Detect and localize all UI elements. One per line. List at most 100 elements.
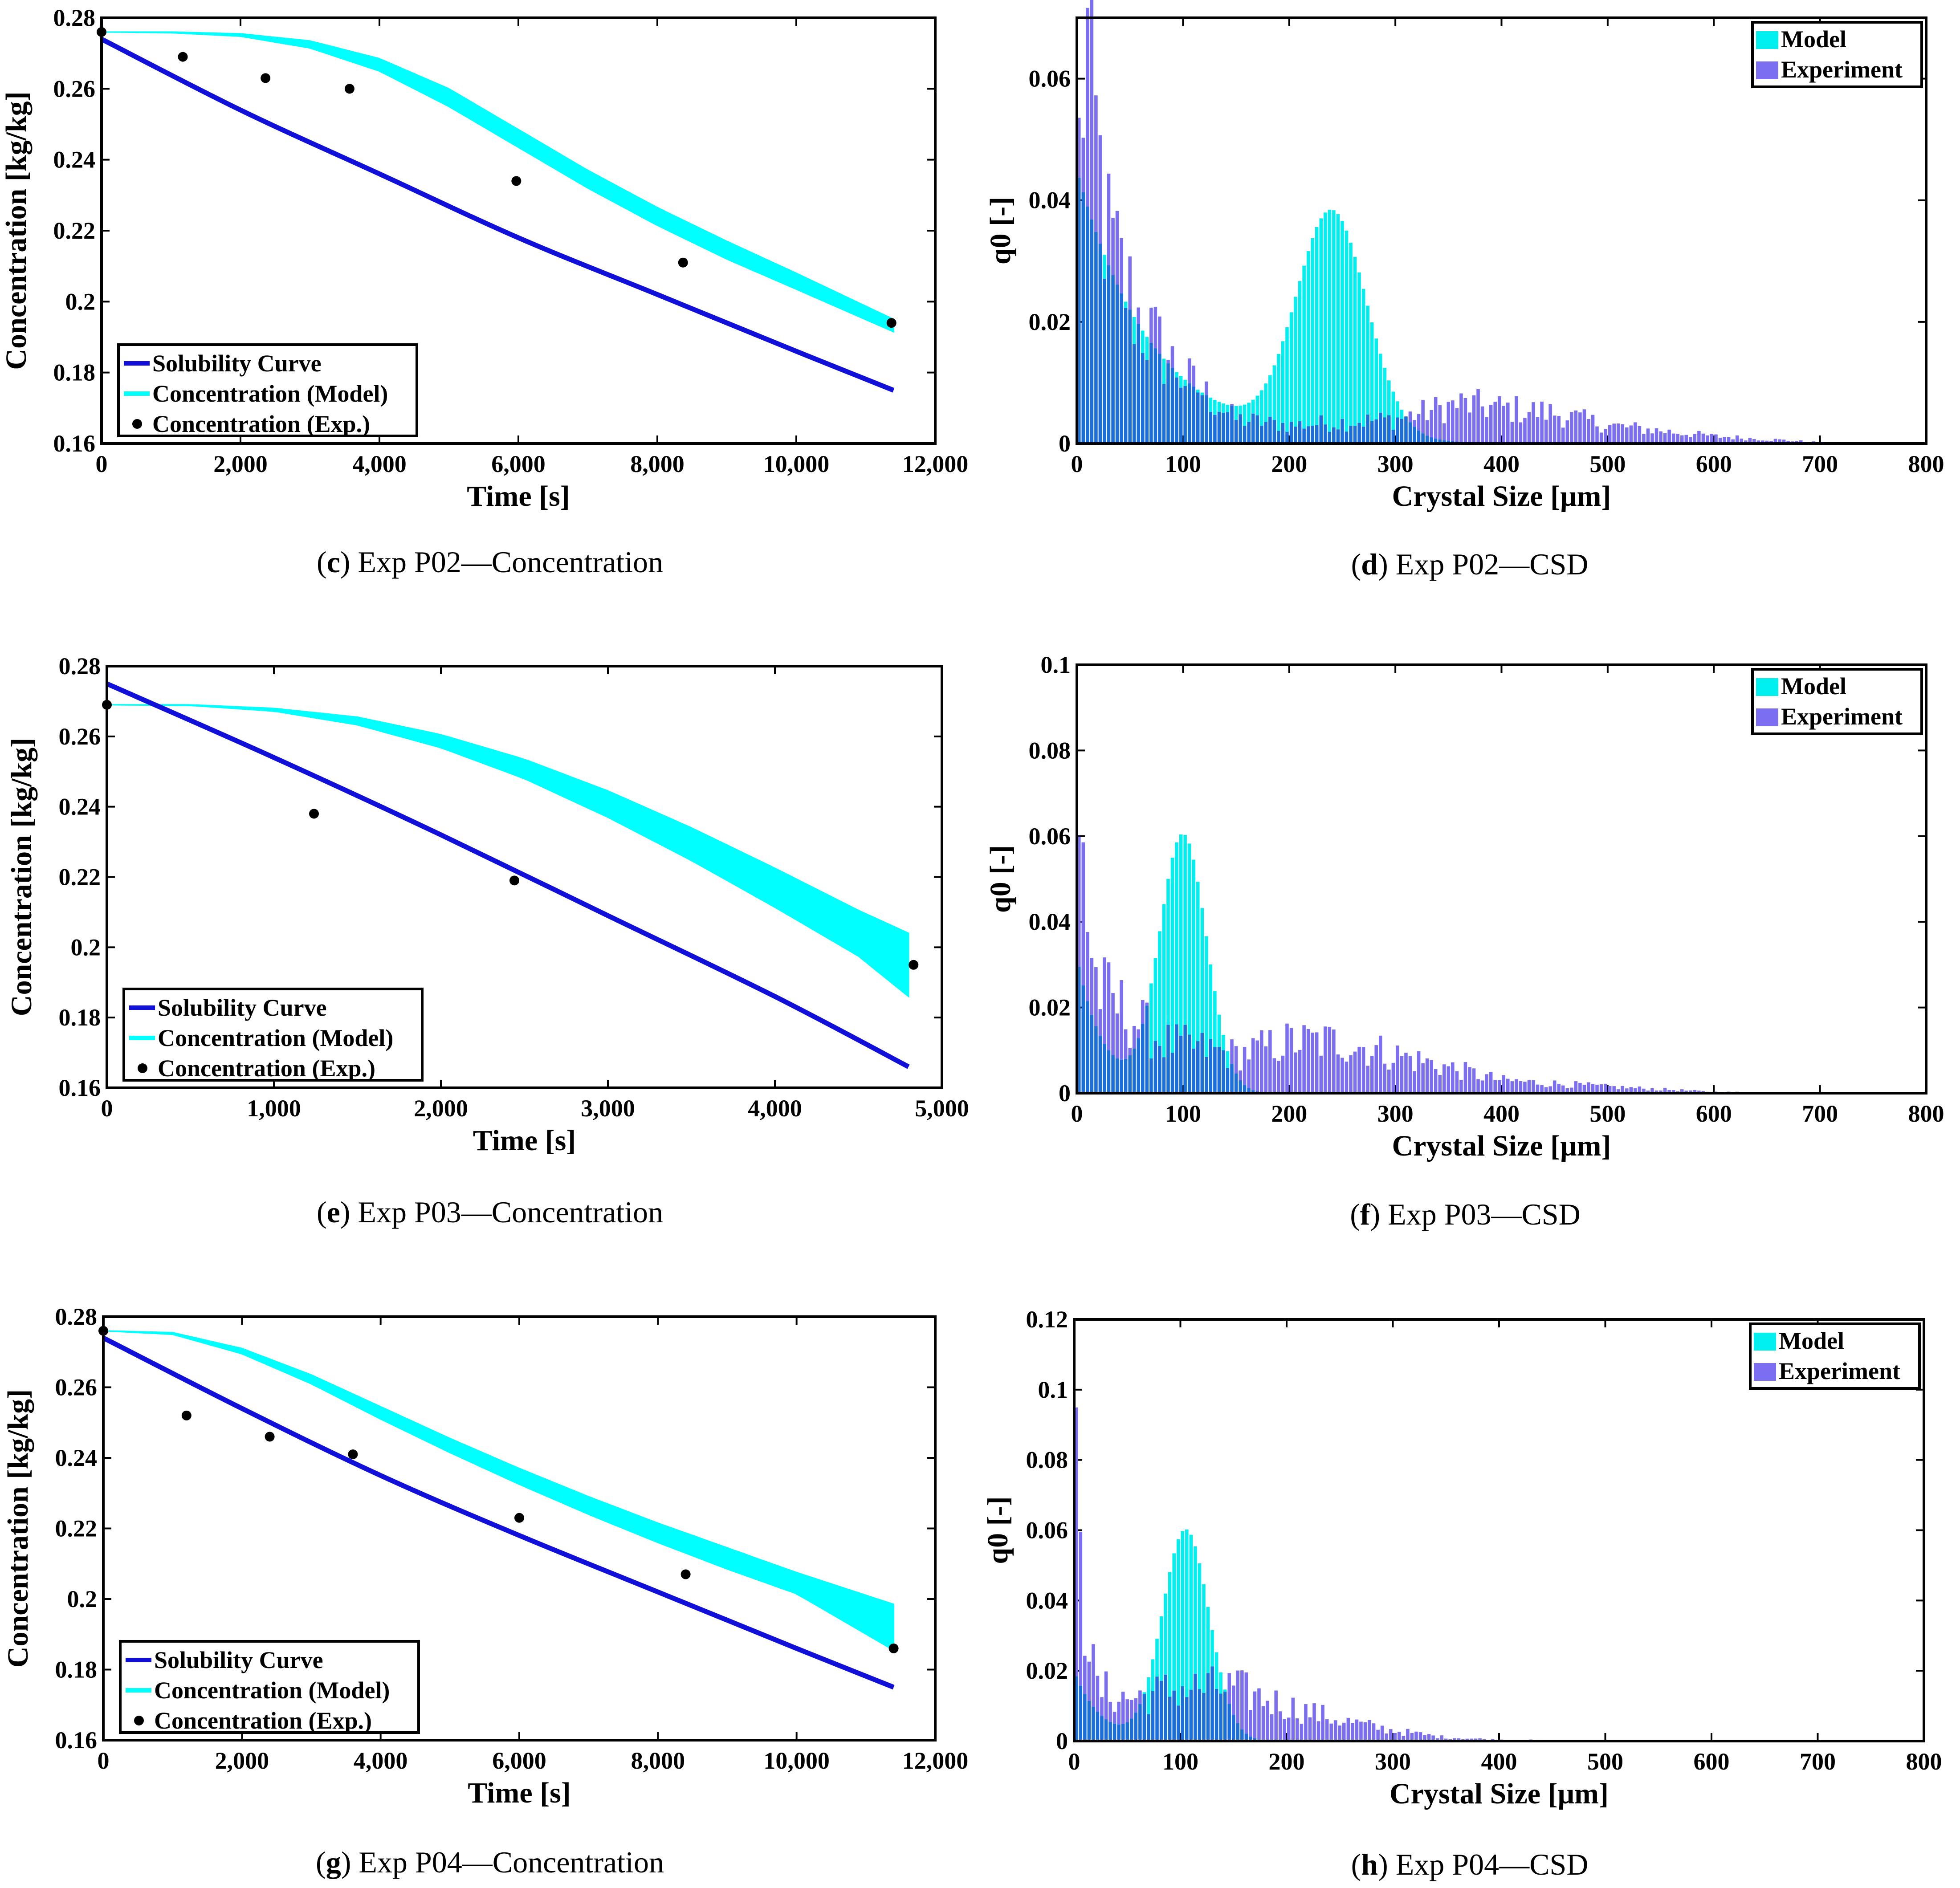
y-tick-label: 0.22 (59, 864, 101, 891)
overlap-bar (1142, 1694, 1146, 1741)
overlap-bar (1251, 413, 1255, 444)
overlap-bar (1234, 1073, 1238, 1093)
model-bar (1353, 256, 1357, 426)
experiment-bar (1413, 1071, 1416, 1093)
model-bar (1142, 1692, 1146, 1694)
overlap-bar (1244, 1733, 1248, 1741)
overlap-bar (1222, 413, 1225, 444)
model-bar (1149, 983, 1153, 1059)
x-tick-label: 10,000 (763, 451, 830, 477)
axes: 0 2,000 4,000 6,000 8,000 10,000 12,000 0.16 0.1… (2, 1303, 968, 1809)
overlap-bar (1124, 1058, 1128, 1093)
experiment-bar (1108, 1701, 1112, 1722)
legend: Model Experiment (1751, 668, 1923, 735)
experiment-bar (1447, 402, 1451, 441)
overlap-bar (1134, 1713, 1138, 1741)
overlap-bar (1128, 1055, 1132, 1093)
overlap-bar (1094, 1026, 1098, 1093)
experiment-bar (1459, 393, 1463, 442)
experiment-bar (1536, 1084, 1540, 1093)
caption-letter: f (1360, 1197, 1371, 1231)
overlap-bar (1107, 265, 1111, 444)
x-axis-label: Crystal Size [μm] (1390, 1778, 1609, 1810)
legend-label: Experiment (1781, 703, 1903, 730)
panel-caption: (c) Exp P02—Concentration (317, 545, 663, 579)
experiment-bar (1442, 423, 1446, 440)
caption-letter: c (327, 545, 340, 579)
overlap-bar (1249, 1736, 1252, 1741)
experiment-bar (1268, 1030, 1272, 1093)
model-bar (1162, 904, 1166, 1058)
model-bar (1391, 391, 1395, 430)
experiment-bar (1359, 1721, 1363, 1741)
model-bar (1285, 327, 1289, 432)
model-bar (1213, 991, 1217, 1047)
x-tick-label: 600 (1696, 1100, 1732, 1127)
model-bar (1239, 405, 1242, 415)
x-tick-label: 300 (1377, 451, 1414, 477)
y-tick-label: 0.2 (71, 934, 101, 960)
experiment-bar (1353, 1051, 1357, 1093)
x-axis-label: Crystal Size [μm] (1392, 480, 1611, 513)
experiment-bar (1453, 1738, 1456, 1741)
overlap-bar (1075, 1676, 1078, 1741)
experiment-bar (1120, 238, 1123, 293)
solubility-curve (106, 681, 910, 1069)
experiment-bar (1515, 1079, 1518, 1093)
model-bar (1341, 221, 1344, 419)
overlap-bar (1083, 1694, 1087, 1741)
experiment-bar (1087, 1661, 1091, 1701)
experiment-bar (1642, 434, 1646, 444)
overlap-bar (1217, 411, 1221, 444)
experiment-bar (1296, 1718, 1299, 1741)
x-tick-label: 5,000 (915, 1095, 969, 1122)
model-bar (1147, 1677, 1150, 1714)
experiment-bar (1321, 1705, 1324, 1741)
experiment-bar (1357, 1046, 1361, 1093)
overlap-bar (1125, 1722, 1129, 1741)
overlap-bar (1149, 342, 1153, 444)
model-bar (1306, 251, 1310, 427)
experiment-bar (1081, 138, 1085, 192)
legend-label: Concentration (Exp.) (158, 1055, 375, 1082)
model-bar (1187, 843, 1191, 1035)
model-bar (1168, 1572, 1172, 1697)
overlap-bar (1192, 1048, 1195, 1093)
experiment-point (511, 176, 522, 186)
y-tick-label: 0 (1059, 1080, 1071, 1107)
experiment-bar (1414, 1731, 1418, 1741)
x-tick-label: 10,000 (763, 1747, 830, 1774)
model-bar (1200, 908, 1204, 1033)
overlap-bar (1111, 1055, 1115, 1093)
overlap-bar (1200, 1033, 1204, 1093)
experiment-bar (1400, 1056, 1404, 1093)
x-tick-label: 6,000 (492, 1747, 546, 1774)
model-concentration-band (106, 704, 909, 998)
experiment-bar (1315, 1032, 1319, 1093)
experiment-bar (1372, 1723, 1376, 1741)
caption-text: Exp P03—CSD (1380, 1197, 1581, 1231)
experiment-point (178, 52, 188, 62)
model-bar (1164, 1593, 1167, 1675)
experiment-point (678, 257, 688, 268)
experiment-bar (1634, 1088, 1637, 1093)
overlap-bar (1112, 1723, 1117, 1741)
overlap-bar (1196, 392, 1200, 444)
model-bar (1268, 375, 1272, 417)
experiment-bar (1363, 1722, 1367, 1741)
model-bar (1181, 1531, 1185, 1687)
experiment-bar (1523, 418, 1527, 443)
experiment-bar (1684, 435, 1688, 444)
x-tick-label: 800 (1906, 1748, 1942, 1775)
overlap-bar (1090, 219, 1094, 444)
legend-box (1751, 668, 1923, 735)
experiment-bar (1799, 440, 1803, 444)
experiment-bar (1264, 1046, 1268, 1093)
model-bar (1387, 380, 1391, 415)
overlap-bar (1230, 405, 1234, 444)
axes: 0 100 200 300 400 500 600 700 800 0 0.02 0.04 0.06 0.… (982, 1306, 1942, 1810)
experiment-bar (1342, 1722, 1346, 1741)
overlap-bar (1219, 1693, 1222, 1741)
x-tick-label: 0 (98, 1747, 110, 1774)
